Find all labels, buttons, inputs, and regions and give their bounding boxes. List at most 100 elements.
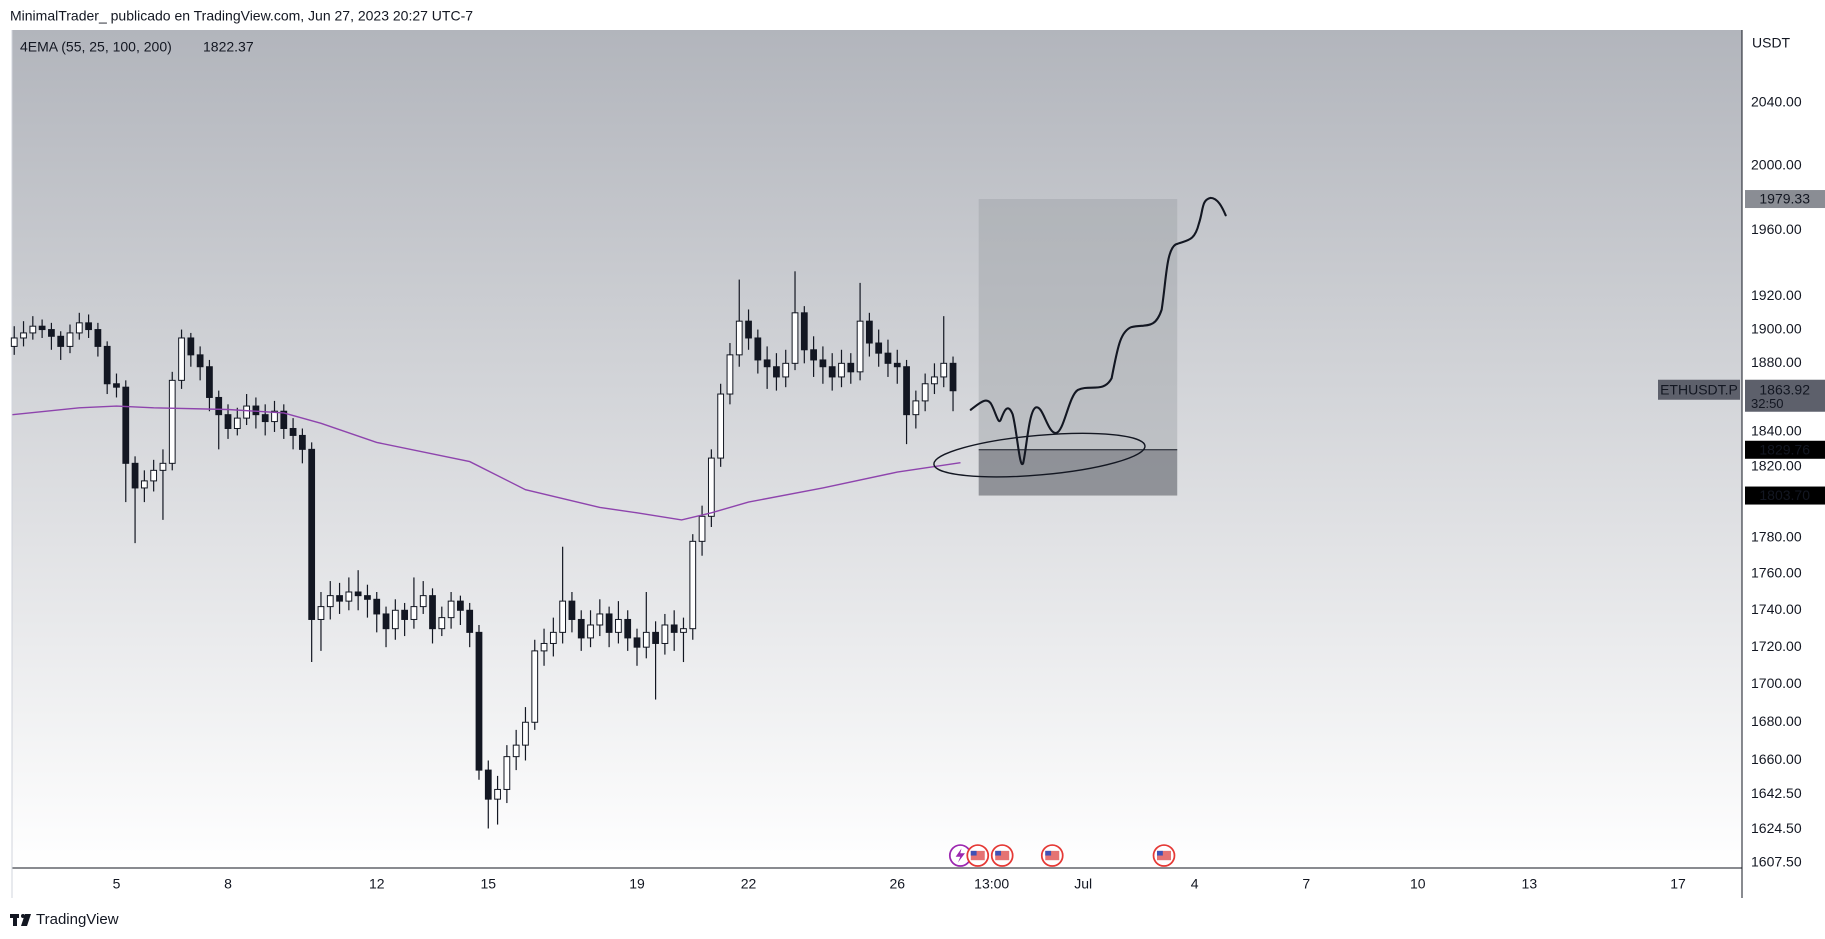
indicator-layer bbox=[12, 405, 961, 521]
footer-brand: TradingView bbox=[36, 911, 119, 928]
candle-body bbox=[884, 352, 892, 364]
candle-body bbox=[661, 624, 669, 644]
candle-body bbox=[20, 332, 27, 339]
candle-body bbox=[940, 362, 948, 378]
y-tick-label: 2040.00 bbox=[1751, 93, 1802, 109]
candle-body bbox=[178, 337, 185, 381]
candle-body bbox=[931, 376, 938, 385]
candle-body bbox=[29, 325, 37, 334]
candle-body bbox=[308, 448, 316, 620]
y-tick-label: 1642.50 bbox=[1751, 785, 1802, 801]
candle-body bbox=[875, 342, 883, 354]
candle-body bbox=[726, 354, 734, 395]
y-tick-label: 1900.00 bbox=[1751, 320, 1802, 336]
x-tick-label: 13:00 bbox=[974, 876, 1009, 892]
y-tick-label: 1740.00 bbox=[1751, 601, 1802, 617]
x-tick-label: 17 bbox=[1670, 876, 1686, 892]
candle-body bbox=[159, 462, 167, 471]
candle-body bbox=[466, 609, 474, 633]
x-tick-label: 26 bbox=[889, 876, 905, 892]
candle-body bbox=[103, 345, 111, 385]
candle-body bbox=[559, 600, 567, 633]
candle-body bbox=[522, 721, 529, 746]
candle-body bbox=[745, 320, 752, 339]
symbol-label: ETHUSDT.P bbox=[1660, 381, 1738, 397]
candle-body bbox=[57, 335, 65, 347]
candle-body bbox=[707, 457, 715, 517]
countdown-label: 32:50 bbox=[1751, 396, 1784, 411]
target-price-label-box bbox=[1745, 190, 1825, 209]
candle-body bbox=[122, 386, 130, 464]
event-icon bbox=[1152, 844, 1176, 867]
drawings bbox=[933, 196, 1227, 478]
candle-body bbox=[243, 405, 250, 419]
stop-price-label: 1803.70 bbox=[1759, 487, 1810, 503]
x-tick-label: 19 bbox=[629, 876, 645, 892]
candle-body bbox=[921, 383, 929, 402]
y-tick-label: 1607.50 bbox=[1751, 854, 1802, 870]
y-tick-label: 1624.50 bbox=[1751, 820, 1802, 836]
candle-body bbox=[652, 631, 659, 644]
x-tick-label: 7 bbox=[1302, 876, 1310, 892]
candle-body bbox=[38, 325, 46, 331]
candle-body bbox=[419, 595, 427, 608]
event-icons bbox=[948, 844, 1176, 867]
candle-body bbox=[373, 598, 381, 615]
stop-price-label-box bbox=[1745, 486, 1825, 505]
candle-body bbox=[670, 624, 678, 633]
drawn-ellipse bbox=[933, 432, 1146, 478]
candles-layer bbox=[10, 271, 957, 829]
candle-body bbox=[615, 618, 622, 633]
labels-layer: 4EMA (55, 25, 100, 200) 1822.37 1979.33 182… bbox=[20, 39, 1825, 505]
y-tick-label: 1660.00 bbox=[1751, 751, 1802, 767]
candle-body bbox=[326, 595, 334, 608]
candle-body bbox=[429, 595, 436, 630]
x-tick-label: 5 bbox=[113, 876, 121, 892]
footer-logo bbox=[10, 914, 31, 926]
candle-body bbox=[484, 769, 492, 800]
candle-body bbox=[949, 362, 957, 392]
axes-layer: USDT 2040.00 2000.00 1960.00 1920.00 1900.00 1… bbox=[113, 35, 1802, 892]
candle-body bbox=[856, 320, 864, 373]
target-zone bbox=[978, 199, 1178, 450]
candle-body bbox=[810, 349, 817, 361]
candle-body bbox=[893, 362, 901, 368]
candle-body bbox=[819, 359, 827, 368]
x-tick-label: 8 bbox=[224, 876, 232, 892]
candle-body bbox=[131, 462, 139, 489]
last-price-box bbox=[1745, 379, 1825, 412]
entry-price-label-box bbox=[1745, 440, 1825, 459]
candle-body bbox=[252, 405, 260, 416]
x-tick-label: 22 bbox=[741, 876, 757, 892]
candle-body bbox=[271, 410, 278, 423]
position-layer bbox=[978, 199, 1178, 496]
candle-body bbox=[531, 650, 539, 723]
candle-body bbox=[401, 609, 409, 620]
target-price-label: 1979.33 bbox=[1759, 191, 1810, 207]
candle-body bbox=[391, 609, 399, 630]
y-tick-label: 1880.00 bbox=[1751, 354, 1802, 370]
candle-body bbox=[773, 366, 780, 378]
candle-body bbox=[605, 613, 613, 633]
candle-body bbox=[494, 788, 501, 800]
y-tick-label: 1920.00 bbox=[1751, 287, 1802, 303]
event-icon bbox=[990, 844, 1014, 867]
y-tick-label: 1960.00 bbox=[1751, 221, 1802, 237]
candle-body bbox=[791, 312, 799, 364]
candle-body bbox=[800, 312, 808, 351]
candle-body bbox=[298, 434, 306, 450]
candle-body bbox=[345, 591, 353, 602]
candle-body bbox=[763, 359, 771, 368]
candle-body bbox=[503, 756, 511, 790]
candle-body bbox=[540, 642, 548, 652]
candle-body bbox=[847, 362, 855, 373]
candle-body bbox=[261, 414, 269, 423]
candle-body bbox=[689, 540, 697, 630]
x-tick-label: 13 bbox=[1522, 876, 1538, 892]
symbol-box bbox=[1658, 379, 1740, 400]
y-tick-label: 1780.00 bbox=[1751, 528, 1802, 544]
x-tick-label: Jul bbox=[1074, 876, 1092, 892]
candle-body bbox=[447, 600, 455, 619]
y-tick-label: 1760.00 bbox=[1751, 565, 1802, 581]
candle-body bbox=[187, 337, 195, 356]
